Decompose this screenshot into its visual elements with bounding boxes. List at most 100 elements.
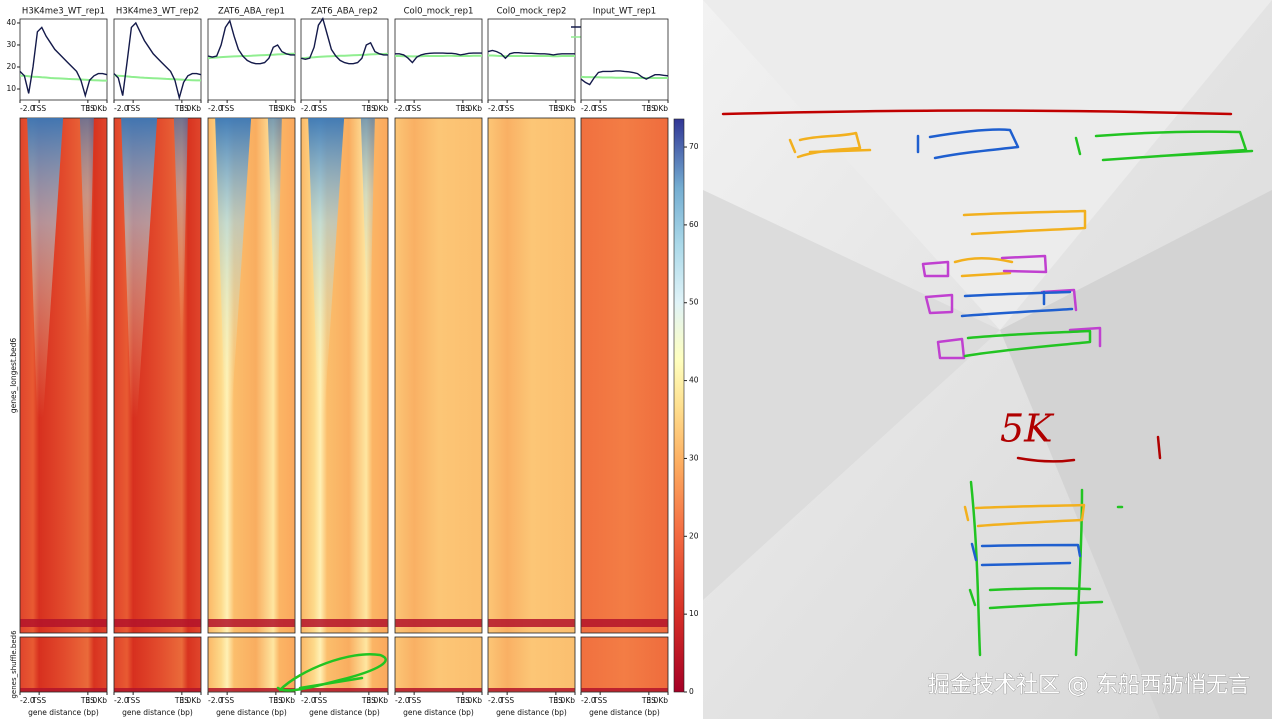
stroke: [788, 131, 872, 159]
stroke: [276, 652, 387, 692]
heatmap-band: [301, 688, 388, 692]
colorbar-tick-label: 10: [689, 609, 699, 618]
x-tick-label: 3.0Kb: [85, 696, 107, 705]
profile-line: [19, 26, 108, 99]
x-tick-label: 3.0Kb: [179, 696, 201, 705]
profile-line: [300, 52, 389, 60]
profile-line: [207, 19, 295, 65]
x-tick-label: TES: [641, 696, 656, 705]
x-axis-label: gene distance (bp): [309, 708, 380, 717]
heatmap: [487, 117, 576, 634]
heatmap-signal: [360, 118, 375, 338]
x-tick-label: 3.0Kb: [273, 104, 295, 113]
plot-frame: [19, 18, 108, 101]
panel-title: Col0_mock_rep1: [404, 7, 474, 17]
x-tick-label: TSS: [592, 696, 607, 705]
profile-line: [20, 74, 107, 82]
heatmap-band: [301, 619, 388, 627]
heatmap-band: [208, 619, 295, 627]
colorbar-tick-label: 40: [689, 376, 699, 385]
heatmap: [300, 636, 389, 693]
x-tick-label: TSS: [406, 104, 421, 113]
x-tick-label: TES: [268, 696, 283, 705]
panel-title: ZAT6_ABA_rep1: [218, 7, 285, 17]
stroke: [953, 209, 1087, 278]
x-tick-label: 3.0Kb: [646, 104, 668, 113]
x-tick-label: TSS: [125, 104, 140, 113]
x-tick-label: TES: [455, 696, 470, 705]
x-tick-label: 3.0Kb: [460, 104, 482, 113]
colorbar-tick-label: 50: [689, 298, 699, 307]
board-facet: [1000, 190, 1272, 719]
x-tick-label: TSS: [125, 696, 140, 705]
stroke: [963, 329, 1092, 358]
heatmap: [394, 636, 483, 693]
x-tick-label: TES: [80, 696, 95, 705]
heatmap-band: [20, 619, 107, 627]
x-tick-label: TSS: [312, 696, 327, 705]
heatmap-band: [395, 688, 482, 692]
x-tick-label: TES: [455, 104, 470, 113]
heatmap-band: [395, 619, 482, 627]
x-axis-label: gene distance (bp): [403, 708, 474, 717]
y-tick-label: 40: [6, 18, 16, 27]
stroke: [970, 542, 1082, 567]
heatmap-signal: [308, 118, 345, 418]
plot-frame: [207, 18, 296, 101]
x-tick-label: 3.0Kb: [553, 696, 575, 705]
panel-title: H3K4me3_WT_rep2: [116, 7, 199, 17]
board-facet: [703, 190, 1000, 600]
heatmap: [207, 636, 296, 693]
heatmap: [113, 636, 202, 693]
x-axis-label: gene distance (bp): [28, 708, 99, 717]
plot-frame: [394, 18, 483, 101]
heatmap: [394, 117, 483, 634]
profile-line: [207, 52, 295, 60]
x-tick-label: TSS: [219, 104, 234, 113]
x-tick-label: 3.0Kb: [460, 696, 482, 705]
colorbar-tick-label: 20: [689, 531, 699, 540]
x-tick-label: TSS: [499, 104, 514, 113]
x-tick-label: 3.0Kb: [273, 696, 295, 705]
x-tick-label: 3.0Kb: [366, 696, 388, 705]
x-tick-label: TES: [361, 104, 376, 113]
heatmap-band: [208, 688, 295, 692]
y-tick-label: 30: [6, 40, 16, 49]
colorbar-tick-label: 0: [689, 687, 694, 696]
profile-line: [488, 54, 575, 58]
x-tick-label: -2.0: [208, 696, 223, 705]
heatmap-band: [114, 688, 201, 692]
row-label: genes_longest.bed6: [9, 338, 18, 414]
x-tick-label: TES: [80, 104, 95, 113]
heatmap-band: [581, 688, 668, 692]
stroke: [721, 109, 1233, 116]
row-label: genes_shuffle.bed6: [10, 630, 18, 699]
x-tick-label: -2.0: [395, 696, 410, 705]
x-tick-label: TES: [548, 104, 563, 113]
panel-title: H3K4me3_WT_rep1: [22, 7, 105, 17]
profile-line: [395, 54, 482, 58]
x-tick-label: TSS: [312, 104, 327, 113]
heatmap: [580, 117, 669, 634]
profile-line: [580, 75, 668, 79]
profile-line: [487, 49, 575, 60]
colorbar-tick-label: 30: [689, 453, 699, 462]
profile-line: [113, 21, 202, 101]
heatmap-band: [581, 619, 668, 627]
colorbar-tick-label: 70: [689, 142, 699, 151]
heatmap: [19, 636, 108, 693]
stroke: [960, 290, 1074, 318]
plot-frame: [300, 18, 389, 101]
x-tick-label: -2.0: [208, 104, 223, 113]
x-axis-label: gene distance (bp): [216, 708, 287, 717]
stroke: [916, 128, 1020, 160]
x-axis-label: gene distance (bp): [589, 708, 660, 717]
profile-line: [395, 52, 482, 64]
watermark: 掘金技术社区 @ 东船西舫悄无言: [928, 673, 1250, 698]
x-tick-label: -2.0: [20, 104, 35, 113]
heatmap-signal: [121, 118, 158, 418]
x-tick-label: TES: [174, 104, 189, 113]
x-tick-label: -2.0: [20, 696, 35, 705]
x-tick-label: -2.0: [581, 696, 596, 705]
plot-frame: [113, 18, 202, 101]
